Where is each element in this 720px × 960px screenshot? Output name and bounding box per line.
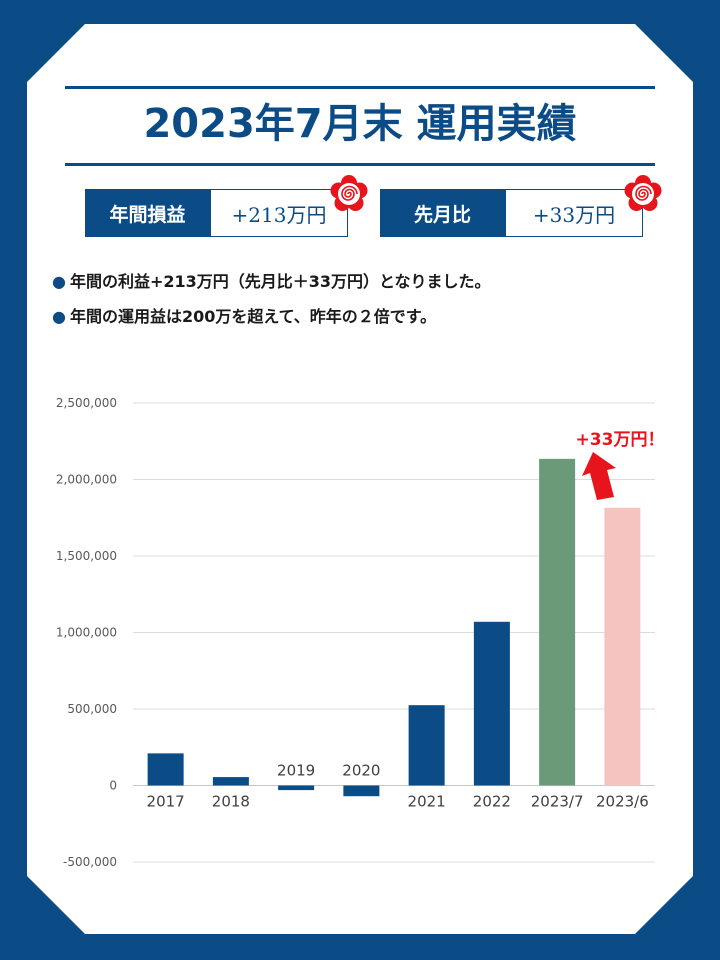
bullet-item: ● 年間の運用益は200万を超えて、昨年の２倍です。 <box>52 303 436 327</box>
y-tick-label: 500,000 <box>67 702 117 716</box>
x-category-label: 2018 <box>212 793 250 811</box>
x-category-label: 2019 <box>277 762 315 780</box>
bar-2020 <box>343 785 380 797</box>
page-title: 2023年7月末 運用実績 <box>143 101 577 147</box>
annual-profit-label: 年間損益 <box>85 189 210 237</box>
bar-2023-7 <box>539 458 576 786</box>
bullet-dot: ● <box>52 307 66 326</box>
title-top-rule <box>65 86 655 89</box>
annual-profit-stat: 年間損益 +213万円 <box>85 189 348 237</box>
annual-profit-value: +213万円 <box>210 189 348 237</box>
bar-2022 <box>473 621 510 786</box>
up-arrow-icon <box>582 452 616 500</box>
month-change-value: +33万円 <box>505 189 643 237</box>
red-flower-stamp-icon <box>330 175 368 211</box>
month-change-stat: 先月比 +33万円 <box>380 189 643 237</box>
y-tick-label: 2,500,000 <box>56 396 117 410</box>
x-category-label: 2021 <box>408 793 446 811</box>
bar-2017 <box>147 753 184 786</box>
increase-annotation: +33万円！ <box>576 430 665 450</box>
x-category-label: 2022 <box>473 793 511 811</box>
y-tick-label: 0 <box>109 779 117 793</box>
x-category-label: 2017 <box>147 793 185 811</box>
bar-2021 <box>408 705 445 786</box>
y-tick-label: -500,000 <box>63 855 117 869</box>
bullet-item: ● 年間の利益+213万円（先月比＋33万円）となりました。 <box>52 268 491 292</box>
x-category-label: 2023/6 <box>596 793 649 811</box>
y-tick-label: 1,000,000 <box>56 626 117 640</box>
x-category-label: 2023/7 <box>531 793 584 811</box>
title-bottom-rule <box>65 163 655 166</box>
y-tick-label: 1,500,000 <box>56 549 117 563</box>
red-flower-stamp-icon <box>624 175 662 211</box>
y-tick-label: 2,000,000 <box>56 473 117 487</box>
bar-2018 <box>212 777 249 786</box>
x-category-label: 2020 <box>342 762 380 780</box>
bullet-text: 年間の利益+213万円（先月比＋33万円）となりました。 <box>69 272 491 291</box>
bullet-dot: ● <box>52 272 66 291</box>
bar-2019 <box>278 785 315 791</box>
bar-2023-6 <box>604 507 641 786</box>
month-change-label: 先月比 <box>380 189 505 237</box>
bullet-text: 年間の運用益は200万を超えて、昨年の２倍です。 <box>69 307 437 326</box>
